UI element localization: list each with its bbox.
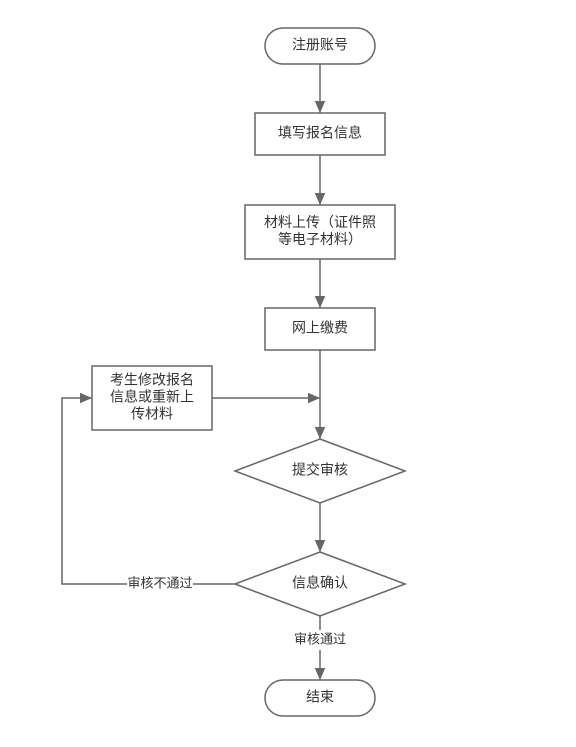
- node-submit-label: 提交审核: [292, 462, 348, 478]
- node-end-label: 结束: [306, 689, 334, 705]
- node-fill: 填写报名信息: [255, 113, 385, 155]
- edge-label-confirm-modify: 审核不通过: [127, 575, 192, 590]
- node-start-label: 注册账号: [292, 37, 348, 53]
- node-confirm-label: 信息确认: [292, 575, 348, 591]
- node-submit: 提交审核: [235, 439, 405, 503]
- node-start: 注册账号: [265, 28, 375, 64]
- node-modify: 考生修改报名信息或重新上传材料: [92, 366, 212, 430]
- node-fill-label: 填写报名信息: [278, 125, 362, 141]
- node-modify-label-line1: 信息或重新上: [110, 389, 194, 405]
- node-upload-label-line1: 等电子材料）: [278, 231, 362, 247]
- node-pay: 网上缴费: [265, 308, 375, 350]
- nodes-layer: 注册账号填写报名信息材料上传（证件照等电子材料）网上缴费考生修改报名信息或重新上…: [92, 28, 405, 716]
- node-modify-label-line2: 传材料: [131, 406, 173, 422]
- node-confirm: 信息确认: [235, 552, 405, 616]
- node-end: 结束: [265, 680, 375, 716]
- node-pay-label: 网上缴费: [292, 320, 348, 336]
- node-modify-label-line0: 考生修改报名: [110, 372, 194, 388]
- node-upload-label-line0: 材料上传（证件照: [264, 214, 376, 230]
- flowchart-canvas: 审核通过审核不通过注册账号填写报名信息材料上传（证件照等电子材料）网上缴费考生修…: [0, 0, 576, 747]
- node-upload: 材料上传（证件照等电子材料）: [245, 205, 395, 259]
- edge-label-confirm-end: 审核通过: [294, 631, 346, 646]
